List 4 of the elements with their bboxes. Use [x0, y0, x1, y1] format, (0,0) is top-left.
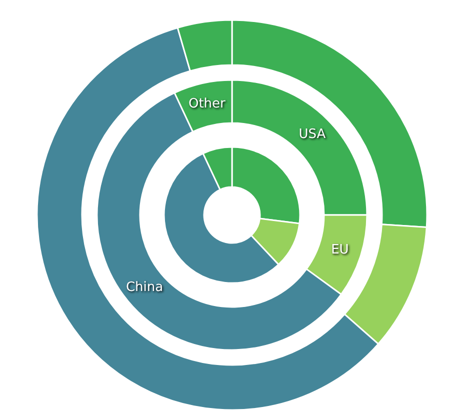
slice-label: Other [188, 96, 226, 112]
slice-label: USA [298, 127, 326, 142]
slice-label: China [126, 280, 164, 295]
slice-label: EU [331, 242, 349, 258]
